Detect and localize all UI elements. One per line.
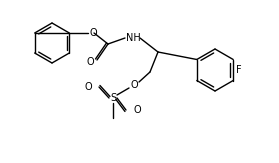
Text: O: O	[86, 57, 94, 67]
Text: O: O	[84, 82, 92, 92]
Text: S: S	[110, 93, 116, 103]
Text: NH: NH	[126, 33, 140, 43]
Text: F: F	[236, 65, 242, 75]
Text: O: O	[89, 28, 97, 38]
Text: O: O	[133, 105, 141, 115]
Text: O: O	[130, 80, 138, 90]
